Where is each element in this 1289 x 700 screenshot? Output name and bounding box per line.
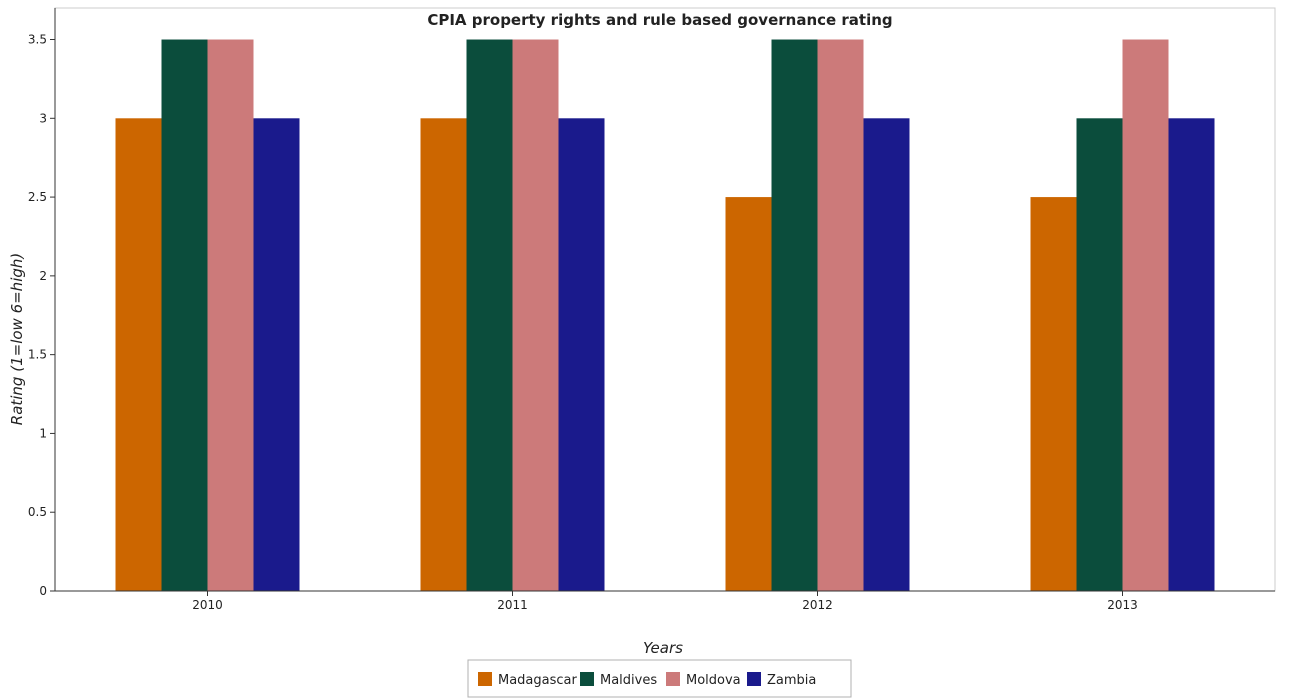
x-tick-label: 2012 [802,598,833,612]
bar-maldives-2011 [466,39,513,592]
bar-moldova-2013 [1122,39,1169,592]
x-tick-label: 2013 [1107,598,1138,612]
legend-label-maldives: Maldives [600,673,657,688]
bar-madagascar-2012 [725,197,772,591]
bar-zambia-2010 [253,118,300,591]
bar-maldives-2013 [1076,118,1123,591]
legend-box [467,659,852,698]
legend-swatch-madagascar [478,672,492,686]
y-axis: 0 0.5 1 1.5 2 2.5 3 3.5 [28,8,56,598]
y-tick-label: 3.5 [28,33,47,47]
y-tick-label: 2.5 [28,190,47,204]
x-axis-label: Years [643,639,683,657]
bar-madagascar-2011 [420,118,467,591]
legend-label-moldova: Moldova [686,673,741,688]
x-axis: 2010 2011 2012 2013 [55,590,1275,612]
plot-area [54,7,1276,592]
y-axis-label: Rating (1=low 6=high) [8,253,26,425]
bar-moldova-2012 [817,39,864,592]
legend-swatch-maldives [580,672,594,686]
legend-label-zambia: Zambia [767,673,816,688]
y-tick-label: 1.5 [28,348,47,362]
bar-zambia-2012 [863,118,910,591]
x-tick-label: 2010 [192,598,223,612]
legend: Madagascar Maldives Moldova Zambia [467,659,852,698]
y-tick-label: 0 [39,584,47,598]
bar-zambia-2013 [1168,118,1215,591]
legend-label-madagascar: Madagascar [498,673,578,688]
chart-title: CPIA property rights and rule based gove… [427,11,892,29]
x-tick-label: 2011 [497,598,528,612]
bar-moldova-2010 [207,39,254,592]
bar-zambia-2011 [558,118,605,591]
legend-swatch-zambia [747,672,761,686]
bar-maldives-2012 [771,39,818,592]
bar-madagascar-2010 [115,118,162,591]
bar-moldova-2011 [512,39,559,592]
y-tick-label: 3 [39,111,47,125]
y-tick-label: 0.5 [28,505,47,519]
y-tick-label: 2 [39,269,47,283]
legend-swatch-moldova [666,672,680,686]
y-tick-label: 1 [39,426,47,440]
bar-madagascar-2013 [1030,197,1077,591]
bar-maldives-2010 [161,39,208,592]
